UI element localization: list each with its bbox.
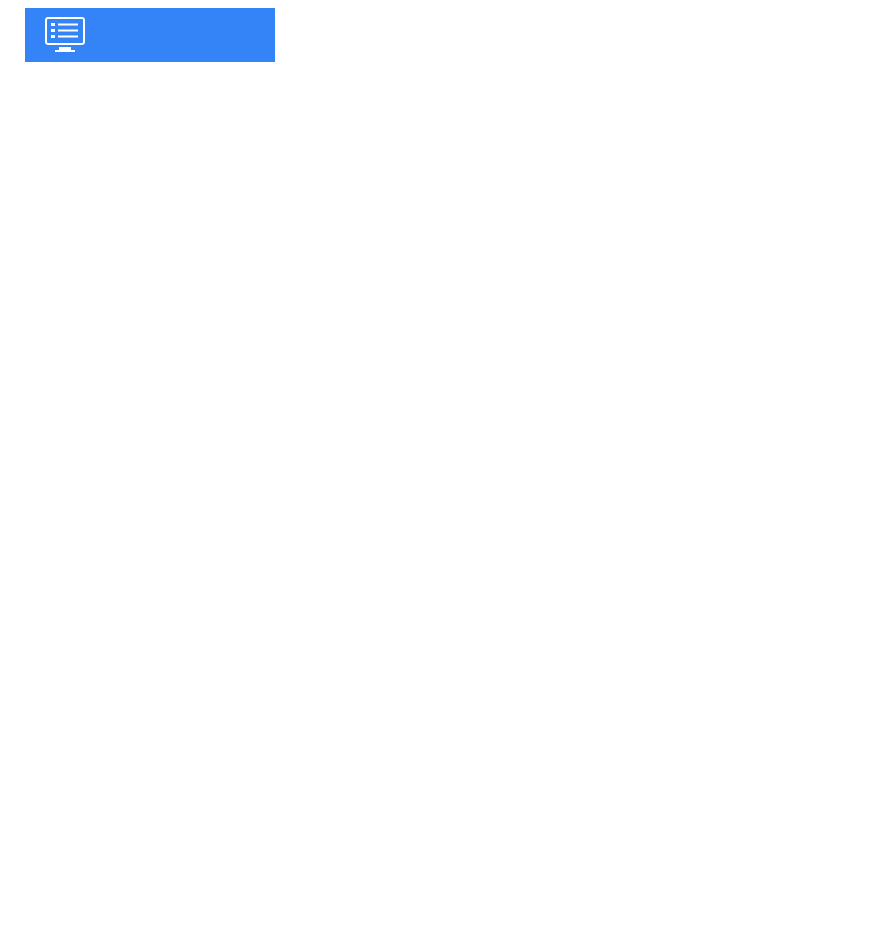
checklist-screen-icon	[45, 17, 85, 53]
header-badge	[25, 8, 275, 62]
